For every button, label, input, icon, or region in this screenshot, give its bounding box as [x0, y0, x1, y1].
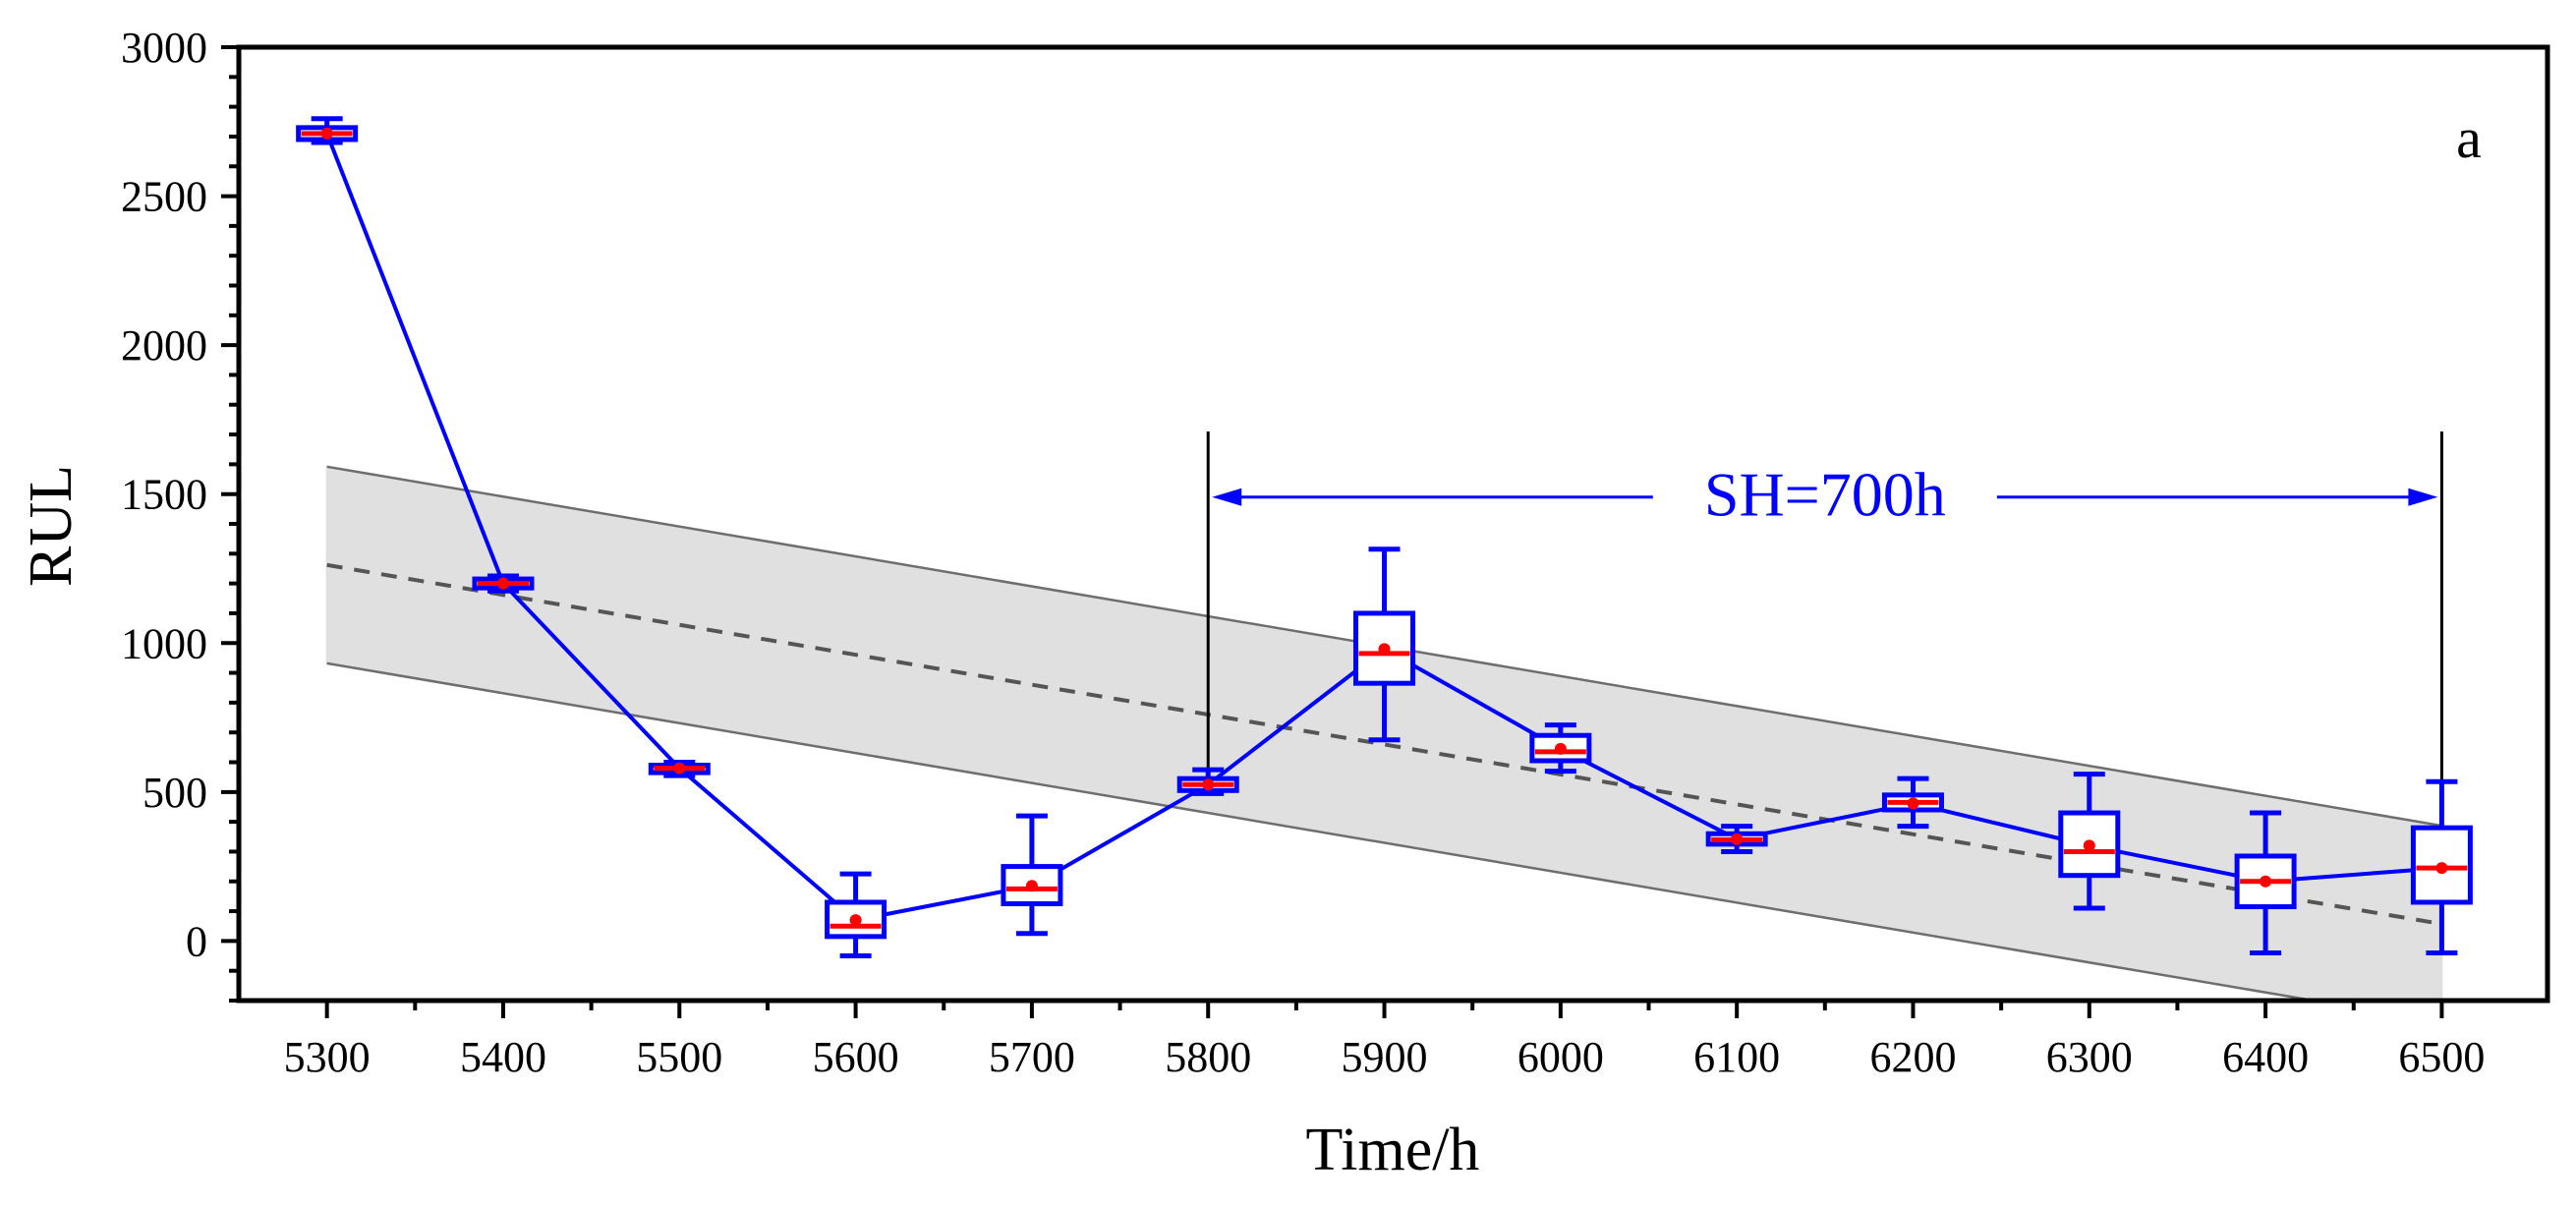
x-tick-label: 5300 — [284, 1033, 371, 1081]
box-5400 — [472, 573, 535, 594]
box-6500 — [2410, 778, 2473, 955]
y-axis-title: RUL — [18, 465, 85, 587]
mean-point — [1731, 833, 1744, 845]
x-tick-label: 6100 — [1693, 1033, 1780, 1081]
x-axis-ticks: 5300 5400 5500 5600 5700 5800 5900 6000 6100 6200… — [284, 1001, 2485, 1081]
y-tick-label: 2000 — [121, 321, 207, 370]
box-6400 — [2234, 810, 2297, 955]
mean-point — [1907, 797, 1919, 810]
x-tick-label: 5400 — [460, 1033, 546, 1081]
y-tick-label: 1500 — [121, 471, 207, 519]
mean-point — [496, 577, 509, 590]
mean-point — [1202, 778, 1215, 791]
y-tick-label: 3000 — [121, 24, 207, 72]
x-tick-label: 6000 — [1517, 1033, 1604, 1081]
y-axis-ticks: 0 500 1000 1500 2000 2500 3000 — [121, 24, 239, 1003]
band-lower-line — [326, 661, 2321, 1001]
x-tick-label: 5700 — [989, 1033, 1075, 1081]
axes: 5300 5400 5500 5600 5700 5800 5900 6000 6100 6200… — [121, 24, 2550, 1081]
mean-point — [673, 762, 686, 775]
mean-point — [849, 914, 862, 927]
sh-annotation-label: SH=700h — [1704, 459, 1946, 529]
box-6300 — [2058, 772, 2121, 911]
mean-point — [2260, 875, 2272, 888]
mean-point — [1025, 880, 1038, 892]
x-tick-label: 5800 — [1165, 1033, 1251, 1081]
box-5500 — [648, 760, 711, 778]
sh-annotation: SH=700h — [1206, 431, 2443, 829]
x-tick-label: 6400 — [2222, 1033, 2309, 1081]
mean-point — [320, 127, 333, 140]
x-axis-title: Time/h — [1306, 1117, 1480, 1183]
y-tick-label: 2500 — [121, 173, 207, 221]
box-6100 — [1705, 824, 1768, 854]
box-6000 — [1529, 722, 1592, 775]
plot-area: SH=700h — [296, 116, 2473, 1001]
panel-label: a — [2456, 106, 2482, 170]
box-5300 — [296, 116, 359, 145]
x-tick-label: 6300 — [2046, 1033, 2133, 1081]
arrow-right-head-icon — [2408, 488, 2438, 506]
box-6200 — [1881, 775, 1944, 830]
x-tick-label: 6200 — [1869, 1033, 1956, 1081]
box-5700 — [1001, 813, 1063, 937]
box-5600 — [825, 871, 887, 959]
arrow-left-head-icon — [1212, 488, 1242, 506]
box-5800 — [1176, 767, 1239, 796]
y-tick-label: 0 — [186, 917, 207, 965]
x-tick-label: 6500 — [2398, 1033, 2485, 1081]
mean-point — [1554, 742, 1567, 755]
x-tick-label: 5900 — [1342, 1033, 1428, 1081]
x-tick-label: 5600 — [813, 1033, 899, 1081]
y-tick-label: 1000 — [121, 619, 207, 667]
x-tick-label: 5500 — [636, 1033, 722, 1081]
mean-point — [2435, 862, 2448, 875]
mean-point — [1378, 643, 1391, 656]
box-series — [296, 116, 2473, 959]
y-tick-label: 500 — [143, 769, 207, 817]
mean-point — [2083, 839, 2095, 852]
box-5900 — [1353, 546, 1416, 743]
